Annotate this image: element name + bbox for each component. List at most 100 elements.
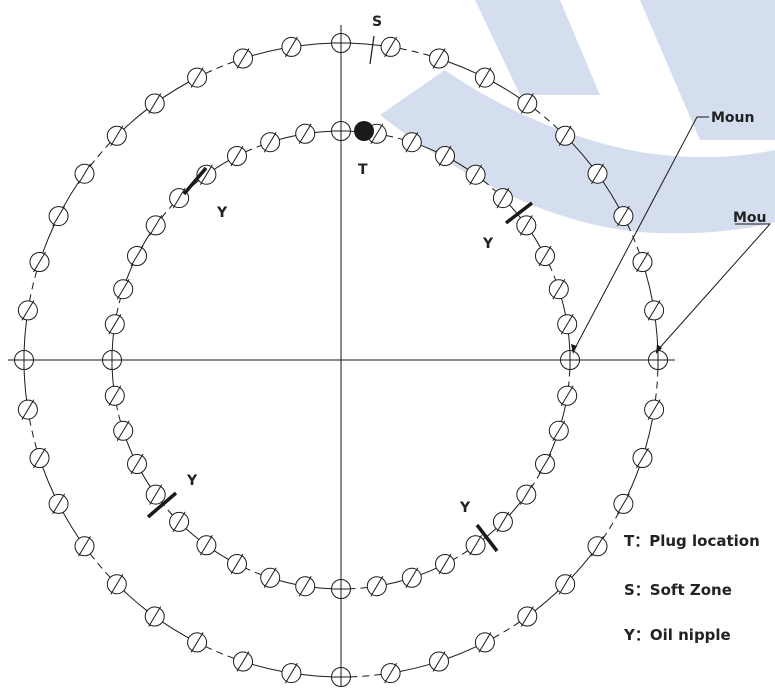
hole-slash [496,511,510,533]
hole-slash [116,420,130,442]
hole-slash [384,36,398,58]
hole-slash [199,164,213,185]
inner-bolt-hole [196,535,217,556]
outer-ring-segment [42,224,55,254]
outer-ring-segment [399,48,431,57]
inner-ring-segment [185,528,200,540]
hole-slash [432,651,446,672]
outer-bolt-hole [144,93,165,114]
hole-slash [519,215,533,236]
watermark [380,0,775,234]
oil-nipple-marker-top-left [182,166,208,196]
hole-slash [284,662,298,684]
inner-bolt-hole [127,453,147,475]
hole-slash [560,313,574,335]
outer-ring-segment [162,81,189,99]
hole-slash [370,575,384,597]
inner-bolt-hole [331,121,351,141]
outer-ring-segment [350,673,382,678]
inner-ring-segment [279,135,296,140]
oil-nipple-marker-top-right [504,201,534,225]
hole-slash [236,651,250,672]
mount-outer-leader [655,223,772,353]
legend: T：Plug location S：Soft Zone Y：Oil nipple [623,532,760,644]
inner-ring-segment [314,130,332,133]
hole-slash [647,399,661,420]
inner-ring-segment [548,439,557,456]
hole-slash [478,67,492,88]
hole-slash [230,145,244,167]
outer-ring-segment [350,42,382,47]
outer-ring-segment [23,319,28,351]
hole-slash [110,125,124,147]
hole-slash [538,245,552,267]
outer-bolt-hole [106,125,127,147]
oil-nipple-marker-bottom-left [146,491,178,519]
outer-bolt-hole [187,632,208,653]
outer-ring-segment [534,590,559,612]
outer-bolt-hole [74,163,95,184]
outer-ring-segment [300,42,332,47]
outer-ring-segment [644,418,653,450]
inner-bolt-hole [560,350,580,370]
inner-bolt-hole [145,484,166,505]
inner-bolt-hole [492,511,513,533]
outer-bolt-hole [613,493,634,515]
outer-bolt-hole [587,163,608,184]
mount-outer-label: Mou [733,210,767,226]
outer-ring-segment [627,466,640,496]
hole-slash [190,632,204,653]
outer-ring-segment [62,181,80,208]
oil-nipple-marker-bottom-right [475,523,499,553]
outer-ring-segment [162,621,189,639]
inner-ring-segment [140,472,151,488]
hole-slash [438,145,452,167]
inner-ring-segment [245,144,262,153]
outer-bolt-hole [48,493,69,515]
inner-bolt-hole [227,145,247,167]
hole-slash [116,278,130,300]
inner-bolt-hole [516,215,537,236]
hole-slash [616,205,630,227]
hole-slash [108,385,122,407]
hole-slash [263,131,277,153]
hole-slash [496,187,510,209]
inner-ring-segment [386,135,403,140]
outer-bolt-hole [474,67,495,88]
inner-ring-segment [125,264,134,281]
outer-bolt-hole [644,300,665,321]
outer-ring-segment [62,512,80,539]
hole-slash [432,48,446,69]
outer-ring-segment [205,646,235,659]
outer-ring-segment [300,673,332,678]
outer-bolt-hole [14,350,34,370]
hole-slash [199,535,213,556]
outer-bolt-hole [555,125,576,147]
inner-bolt-hole [401,131,422,153]
hole-slash [130,245,144,267]
outer-ring-segment [89,142,111,167]
inner-bolt-hole [113,278,134,300]
outer-ring-segment [493,621,520,639]
legend-soft-zone: S：Soft Zone [624,581,732,599]
inner-ring-segment [111,369,114,387]
hole-slash [108,313,122,335]
hole-slash [130,453,144,475]
outer-bolt-hole [74,536,95,557]
inner-bolt-hole [295,123,316,145]
outer-ring-segment [123,590,148,612]
inner-ring-segment [453,550,469,561]
outer-bolt-hole [233,48,253,69]
outer-bolt-hole [144,606,165,627]
hole-slash [405,567,419,589]
inner-bolt-hole [516,484,537,505]
hole-slash [21,300,35,321]
outer-bolt-hole [632,447,653,469]
oil-nipple-label-bottom-right: Y [459,500,471,516]
hole-slash [384,662,398,684]
inner-bolt-hole [295,575,316,597]
hole-slash [172,511,186,533]
outer-bolt-hole [555,573,576,595]
inner-bolt-hole [260,567,281,589]
